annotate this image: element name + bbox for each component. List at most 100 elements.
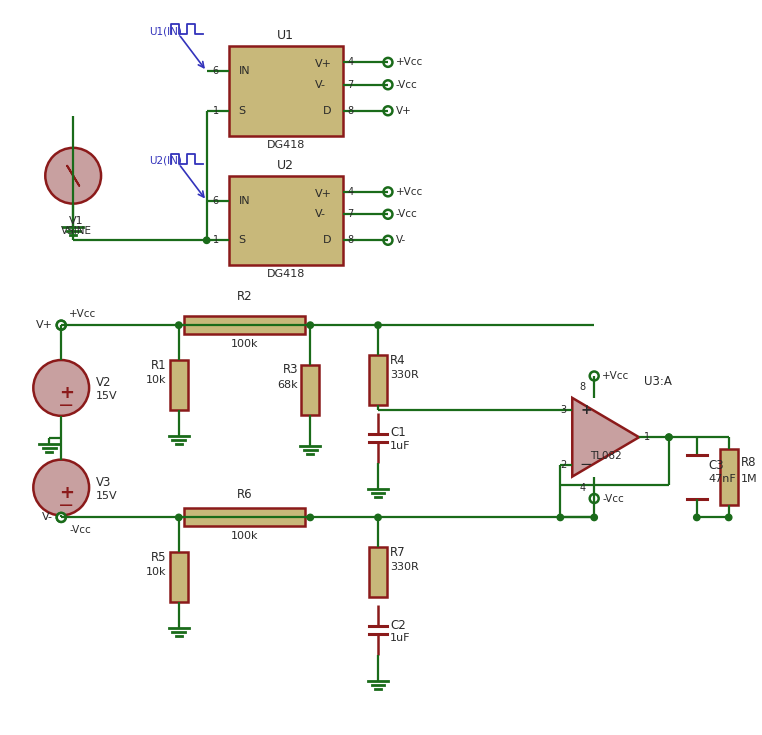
Text: +: + — [581, 403, 592, 417]
Circle shape — [375, 322, 381, 329]
Circle shape — [45, 148, 101, 204]
Text: −: − — [58, 396, 75, 415]
Text: 1uF: 1uF — [390, 441, 411, 451]
Bar — [720, 449, 738, 505]
Bar — [184, 509, 306, 526]
Circle shape — [590, 494, 599, 503]
Circle shape — [557, 514, 564, 520]
Bar — [229, 176, 343, 265]
Text: 7: 7 — [347, 80, 354, 90]
Circle shape — [375, 514, 381, 520]
Bar — [369, 548, 387, 597]
Text: V+: V+ — [315, 189, 332, 198]
Text: R1: R1 — [151, 359, 167, 371]
Text: V-: V- — [315, 209, 326, 219]
Circle shape — [666, 434, 672, 440]
Text: 4: 4 — [347, 187, 354, 197]
Text: 330R: 330R — [390, 370, 418, 380]
Circle shape — [725, 514, 732, 520]
Circle shape — [56, 320, 66, 329]
Circle shape — [175, 514, 182, 520]
Bar — [301, 365, 319, 415]
Text: +Vcc: +Vcc — [396, 57, 423, 68]
Text: 1: 1 — [213, 235, 219, 245]
Text: +Vcc: +Vcc — [602, 371, 629, 381]
Text: 15V: 15V — [96, 490, 117, 501]
Text: -Vcc: -Vcc — [69, 526, 91, 535]
Text: 4: 4 — [579, 483, 585, 492]
Text: V-: V- — [315, 80, 326, 90]
Text: 3: 3 — [560, 405, 566, 415]
Text: DG418: DG418 — [267, 269, 305, 279]
Circle shape — [383, 187, 392, 196]
Text: R7: R7 — [390, 546, 405, 559]
Text: 15V: 15V — [96, 391, 117, 401]
Text: R8: R8 — [741, 456, 756, 469]
Text: 10k: 10k — [146, 567, 167, 577]
Circle shape — [56, 513, 66, 522]
Polygon shape — [572, 398, 639, 476]
Text: V+: V+ — [315, 59, 332, 69]
Text: D: D — [323, 106, 331, 116]
Text: IN: IN — [239, 196, 250, 206]
Text: 10k: 10k — [146, 375, 167, 385]
Text: R6: R6 — [237, 489, 252, 501]
Text: 100k: 100k — [231, 339, 258, 349]
Text: +Vcc: +Vcc — [396, 187, 423, 197]
Circle shape — [591, 514, 597, 520]
Circle shape — [34, 459, 89, 515]
Circle shape — [383, 107, 392, 115]
Text: D: D — [323, 235, 331, 245]
Text: V3: V3 — [96, 476, 111, 489]
Circle shape — [383, 209, 392, 219]
Text: R5: R5 — [152, 551, 167, 564]
Text: +: + — [59, 484, 74, 501]
Circle shape — [56, 320, 66, 329]
Circle shape — [383, 236, 392, 245]
Circle shape — [175, 322, 182, 329]
Text: 6: 6 — [213, 196, 219, 206]
Text: -Vcc: -Vcc — [602, 493, 624, 503]
Circle shape — [56, 513, 66, 522]
Text: −: − — [580, 457, 593, 472]
Text: -Vcc: -Vcc — [396, 80, 418, 90]
Text: V+: V+ — [37, 320, 53, 330]
Text: U2(IN): U2(IN) — [149, 156, 182, 166]
Text: 8: 8 — [347, 235, 354, 245]
Text: C2: C2 — [390, 619, 405, 631]
Bar — [170, 360, 187, 410]
Text: TL082: TL082 — [590, 451, 622, 461]
Text: 47nF: 47nF — [709, 474, 737, 484]
Circle shape — [307, 322, 313, 329]
Circle shape — [590, 371, 599, 381]
Text: 1: 1 — [644, 432, 650, 442]
Text: VSINE: VSINE — [61, 226, 91, 235]
Text: U3:A: U3:A — [644, 375, 672, 388]
Text: 330R: 330R — [390, 562, 418, 573]
Text: -Vcc: -Vcc — [396, 209, 418, 219]
Text: 1M: 1M — [741, 474, 757, 484]
Text: V+: V+ — [396, 106, 411, 116]
Text: V-: V- — [42, 512, 53, 523]
Circle shape — [666, 434, 672, 440]
Text: R3: R3 — [283, 364, 298, 376]
Text: 8: 8 — [347, 106, 354, 116]
Text: −: − — [58, 496, 75, 515]
Text: R2: R2 — [237, 290, 252, 304]
Text: 68k: 68k — [277, 380, 298, 390]
Text: +Vcc: +Vcc — [69, 309, 97, 319]
Text: 100k: 100k — [231, 531, 258, 542]
Text: 7: 7 — [347, 209, 354, 219]
Text: 4: 4 — [347, 57, 354, 68]
Text: U1: U1 — [277, 29, 294, 42]
Text: R4: R4 — [390, 354, 405, 367]
Bar — [170, 552, 187, 602]
Text: 6: 6 — [213, 66, 219, 76]
Text: U1(IN): U1(IN) — [149, 26, 182, 36]
Text: 8: 8 — [579, 382, 585, 392]
Circle shape — [693, 514, 700, 520]
Text: S: S — [239, 106, 245, 116]
Text: 1: 1 — [213, 106, 219, 116]
Circle shape — [34, 360, 89, 416]
Text: DG418: DG418 — [267, 140, 305, 150]
